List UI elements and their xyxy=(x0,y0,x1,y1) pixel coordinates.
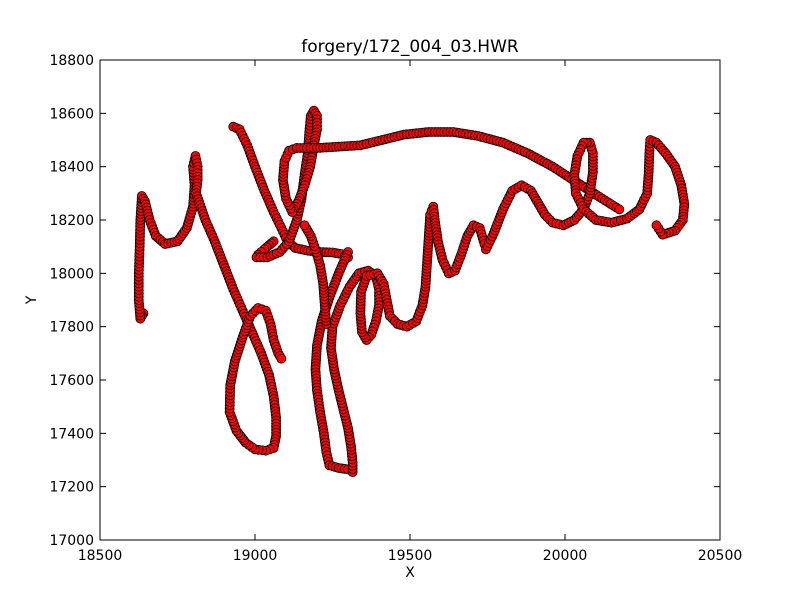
y-tick-label: 18400 xyxy=(49,160,94,176)
data-point xyxy=(299,220,310,231)
x-axis-title: X xyxy=(405,565,415,581)
y-tick-label: 17200 xyxy=(49,480,94,496)
y-tick-label: 18600 xyxy=(49,106,94,122)
y-tick-label: 18000 xyxy=(49,266,94,282)
x-tick-label: 19000 xyxy=(233,548,278,564)
x-tick-label: 20500 xyxy=(698,548,743,564)
chart-title: forgery/172_004_03.HWR xyxy=(301,37,519,57)
y-tick-label: 18800 xyxy=(49,53,94,69)
y-tick-label: 17000 xyxy=(49,533,94,549)
data-point xyxy=(651,220,662,231)
data-point xyxy=(276,353,287,364)
y-tick-label: 17600 xyxy=(49,373,94,389)
y-axis-title: Y xyxy=(24,295,40,305)
y-tick-label: 18200 xyxy=(49,213,94,229)
data-point xyxy=(614,204,625,215)
data-markers xyxy=(133,105,690,477)
axis-ticks: 18500 19000 19500 20000 20500 17000 17200 17400… xyxy=(49,53,742,564)
x-tick-label: 19500 xyxy=(388,548,433,564)
y-tick-label: 17800 xyxy=(49,320,94,336)
x-tick-label: 18500 xyxy=(78,548,123,564)
x-tick-label: 20000 xyxy=(543,548,588,564)
y-tick-label: 17400 xyxy=(49,426,94,442)
